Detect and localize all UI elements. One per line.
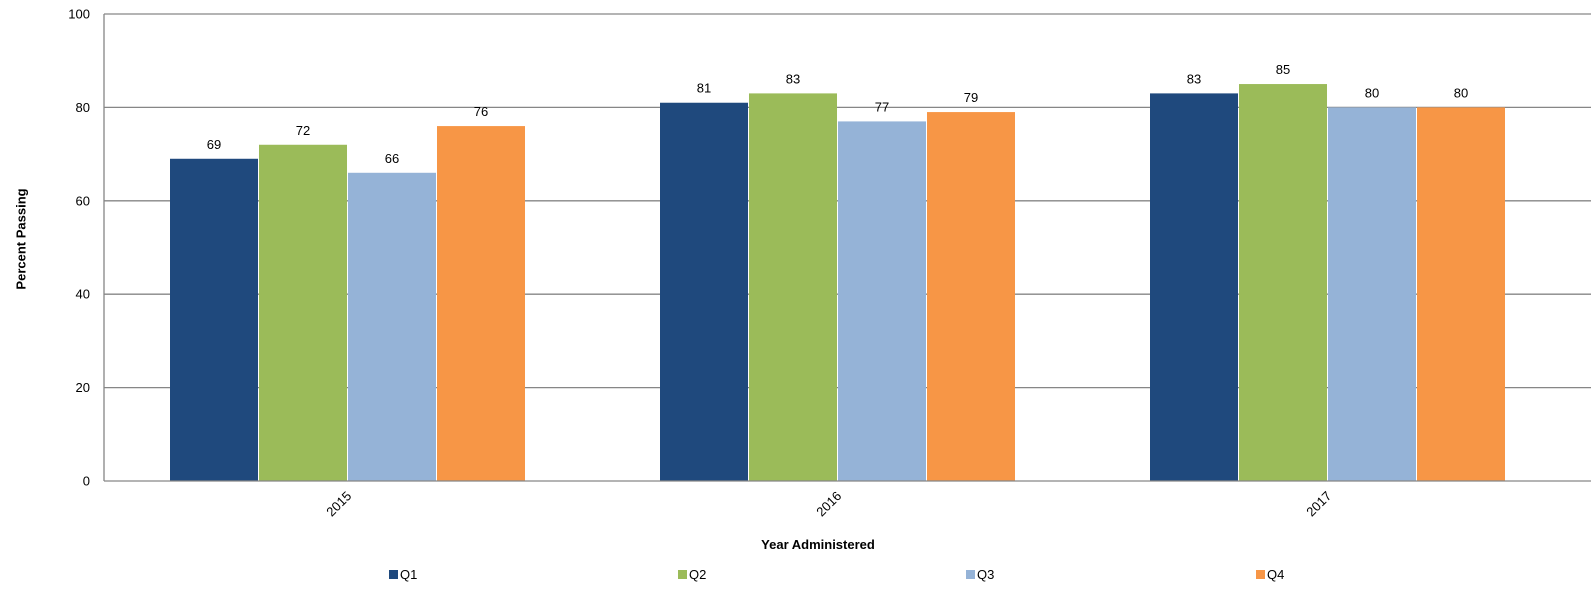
data-label: 80 xyxy=(1454,85,1468,100)
bar-q3-2016 xyxy=(838,121,926,481)
x-axis-tick-labels: 2015 2016 2017 xyxy=(323,488,1334,519)
legend-label-q4: Q4 xyxy=(1267,567,1284,582)
data-labels: 69 72 66 76 81 83 77 79 83 85 80 80 xyxy=(207,62,1468,166)
data-label: 83 xyxy=(1187,71,1201,86)
y-tick-label: 0 xyxy=(83,474,90,489)
x-tick-label: 2016 xyxy=(813,488,844,519)
bar-q1-2016 xyxy=(660,102,748,481)
data-label: 72 xyxy=(296,123,310,138)
y-tick-label: 100 xyxy=(68,7,90,22)
legend-swatch-q4 xyxy=(1256,570,1265,579)
bar-q3-2015 xyxy=(348,172,436,481)
bar-q4-2017 xyxy=(1417,107,1505,482)
data-label: 76 xyxy=(474,104,488,119)
bar-q4-2016 xyxy=(927,112,1015,481)
bar-q1-2017 xyxy=(1150,93,1238,481)
legend-swatch-q3 xyxy=(966,570,975,579)
bar-q2-2016 xyxy=(749,93,837,481)
legend-swatch-q1 xyxy=(389,570,398,579)
x-axis-title: Year Administered xyxy=(761,537,875,552)
y-tick-label: 80 xyxy=(76,100,90,115)
legend: Q1 Q2 Q3 Q4 xyxy=(389,567,1284,582)
data-label: 69 xyxy=(207,137,221,152)
data-label: 66 xyxy=(385,151,399,166)
bar-q3-2017 xyxy=(1328,107,1416,482)
data-label: 77 xyxy=(875,99,889,114)
x-tick-label: 2017 xyxy=(1303,488,1334,519)
data-label: 81 xyxy=(697,81,711,96)
legend-label-q1: Q1 xyxy=(400,567,417,582)
bar-q2-2017 xyxy=(1239,84,1327,482)
data-label: 80 xyxy=(1365,85,1379,100)
bar-q4-2015 xyxy=(437,126,525,481)
data-label: 83 xyxy=(786,71,800,86)
y-axis-title: Percent Passing xyxy=(13,188,28,289)
data-label: 85 xyxy=(1276,62,1290,77)
y-axis-tick-labels: 0 20 40 60 80 100 xyxy=(68,7,90,489)
bar-q1-2015 xyxy=(170,158,258,481)
data-label: 79 xyxy=(964,90,978,105)
legend-label-q3: Q3 xyxy=(977,567,994,582)
y-tick-label: 20 xyxy=(76,380,90,395)
bars xyxy=(170,84,1505,482)
legend-label-q2: Q2 xyxy=(689,567,706,582)
y-tick-label: 40 xyxy=(76,287,90,302)
y-tick-label: 60 xyxy=(76,193,90,208)
x-tick-label: 2015 xyxy=(323,488,354,519)
bar-q2-2015 xyxy=(259,144,347,481)
legend-swatch-q2 xyxy=(678,570,687,579)
